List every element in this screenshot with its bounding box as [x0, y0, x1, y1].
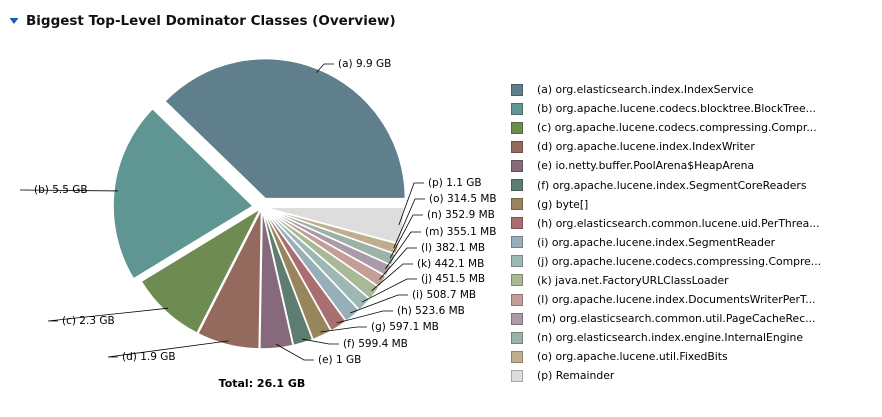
legend-swatch-e — [511, 159, 523, 172]
leader-line-a — [316, 63, 334, 73]
legend-item-m[interactable]: (m) org.elasticsearch.common.util.PageCa… — [511, 309, 876, 328]
leader-line-o — [393, 198, 425, 249]
legend-item-c[interactable]: (c) org.apache.lucene.codecs.compressing… — [511, 118, 876, 137]
section-header: Biggest Top-Level Dominator Classes (Ove… — [6, 10, 396, 32]
legend-swatch-f — [511, 179, 523, 192]
slice-label-b: (b) 5.5 GB — [34, 184, 88, 196]
legend-swatch-g — [511, 198, 523, 211]
slice-label-a: (a) 9.9 GB — [338, 58, 391, 70]
legend-label-c: (c) org.apache.lucene.codecs.compressing… — [537, 121, 817, 135]
slice-label-c: (c) 2.3 GB — [62, 315, 115, 327]
leader-line-d — [107, 340, 229, 358]
slice-label-h: (h) 523.6 MB — [397, 305, 465, 317]
leader-line-p — [398, 182, 424, 226]
legend-item-o[interactable]: (o) org.apache.lucene.util.FixedBits — [511, 347, 876, 366]
legend-swatch-a — [511, 83, 523, 96]
legend-item-d[interactable]: (d) org.apache.lucene.index.IndexWriter — [511, 137, 876, 156]
leader-line-e — [275, 343, 314, 361]
leader-line-j — [361, 278, 417, 303]
legend-swatch-m — [511, 312, 523, 325]
slice-label-o: (o) 314.5 MB — [429, 193, 497, 205]
chart-legend: (a) org.elasticsearch.index.IndexService… — [511, 80, 876, 386]
slice-label-j: (j) 451.5 MB — [421, 273, 485, 285]
legend-swatch-k — [511, 274, 523, 287]
legend-item-i[interactable]: (i) org.apache.lucene.index.SegmentReade… — [511, 233, 876, 252]
legend-swatch-n — [511, 331, 523, 344]
legend-label-k: (k) java.net.FactoryURLClassLoader — [537, 273, 729, 287]
leader-line-c — [47, 307, 169, 322]
slice-label-p: (p) 1.1 GB — [428, 177, 482, 189]
pie-slice-p — [263, 206, 405, 245]
legend-swatch-j — [511, 255, 523, 268]
legend-label-e: (e) io.netty.buffer.PoolArena$HeapArena — [537, 159, 755, 173]
legend-swatch-d — [511, 140, 523, 153]
legend-item-n[interactable]: (n) org.elasticsearch.index.engine.Inter… — [511, 328, 876, 347]
legend-item-h[interactable]: (h) org.elasticsearch.common.lucene.uid.… — [511, 214, 876, 233]
leader-line-f — [301, 338, 339, 345]
legend-label-f: (f) org.apache.lucene.index.SegmentCoreR… — [537, 178, 807, 192]
legend-label-j: (j) org.apache.lucene.codecs.compressing… — [537, 254, 822, 268]
legend-label-n: (n) org.elasticsearch.index.engine.Inter… — [537, 331, 804, 345]
legend-label-p: (p) Remainder — [537, 369, 615, 383]
slice-label-i: (i) 508.7 MB — [412, 289, 476, 301]
pie-slice-c — [140, 206, 263, 335]
slice-label-e: (e) 1 GB — [318, 354, 361, 366]
slice-label-k: (k) 442.1 MB — [417, 258, 484, 270]
triangle-down-icon[interactable] — [6, 13, 22, 29]
pie-slice-a — [163, 57, 407, 200]
legend-swatch-b — [511, 102, 523, 115]
legend-label-d: (d) org.apache.lucene.index.IndexWriter — [537, 140, 755, 154]
legend-label-i: (i) org.apache.lucene.index.SegmentReade… — [537, 235, 776, 249]
chart-total: Total: 26.1 GB — [219, 377, 306, 390]
legend-label-a: (a) org.elasticsearch.index.IndexService — [537, 83, 754, 97]
slice-label-d: (d) 1.9 GB — [122, 351, 176, 363]
legend-label-o: (o) org.apache.lucene.util.FixedBits — [537, 350, 728, 364]
legend-item-g[interactable]: (g) byte[] — [511, 195, 876, 214]
pie-chart: (a) 9.9 GB (b) 5.5 GB (c) 2.3 GB (d) 1.9 GB… — [19, 57, 497, 390]
legend-swatch-c — [511, 121, 523, 134]
legend-swatch-o — [511, 350, 523, 363]
legend-swatch-i — [511, 236, 523, 249]
leader-line-g — [320, 326, 367, 333]
legend-item-k[interactable]: (k) java.net.FactoryURLClassLoader — [511, 271, 876, 290]
slice-label-n: (n) 352.9 MB — [427, 209, 495, 221]
legend-item-p[interactable]: (p) Remainder — [511, 366, 876, 385]
legend-label-b: (b) org.apache.lucene.codecs.blocktree.B… — [537, 102, 816, 116]
leader-line-b — [19, 189, 118, 192]
leader-line-i — [350, 294, 408, 314]
leader-line-m — [384, 231, 421, 270]
leader-line-h — [336, 310, 393, 324]
legend-item-f[interactable]: (f) org.apache.lucene.index.SegmentCoreR… — [511, 175, 876, 194]
legend-item-e[interactable]: (e) io.netty.buffer.PoolArena$HeapArena — [511, 156, 876, 175]
leader-line-n — [389, 214, 423, 259]
legend-item-l[interactable]: (l) org.apache.lucene.index.DocumentsWri… — [511, 290, 876, 309]
leader-line-l — [379, 247, 417, 280]
section-title: Biggest Top-Level Dominator Classes (Ove… — [26, 13, 396, 29]
legend-swatch-l — [511, 293, 523, 306]
slice-label-g: (g) 597.1 MB — [371, 321, 439, 333]
slice-label-m: (m) 355.1 MB — [425, 226, 496, 238]
slice-label-f: (f) 599.4 MB — [343, 338, 408, 350]
legend-swatch-h — [511, 217, 523, 230]
legend-label-h: (h) org.elasticsearch.common.lucene.uid.… — [537, 216, 820, 230]
leader-line-k — [371, 263, 413, 292]
legend-item-j[interactable]: (j) org.apache.lucene.codecs.compressing… — [511, 252, 876, 271]
legend-label-l: (l) org.apache.lucene.index.DocumentsWri… — [537, 293, 816, 307]
legend-label-g: (g) byte[] — [537, 197, 589, 211]
slice-label-l: (l) 382.1 MB — [421, 242, 485, 254]
legend-swatch-p — [511, 369, 523, 382]
legend-label-m: (m) org.elasticsearch.common.util.PageCa… — [537, 312, 816, 326]
legend-item-a[interactable]: (a) org.elasticsearch.index.IndexService — [511, 80, 876, 99]
legend-item-b[interactable]: (b) org.apache.lucene.codecs.blocktree.B… — [511, 99, 876, 118]
